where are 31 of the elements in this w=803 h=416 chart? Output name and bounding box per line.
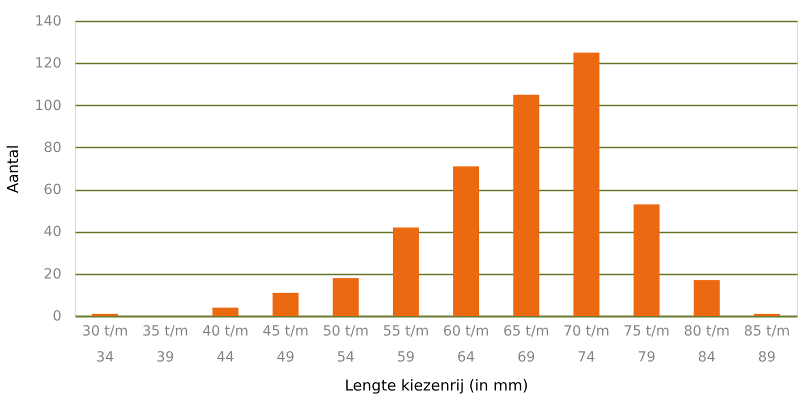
- x-tick-label: 60 t/m 64: [443, 324, 490, 366]
- x-axis-title: Lengte kiezenrij (in mm): [344, 376, 528, 394]
- x-tick-label: 45 t/m 49: [262, 324, 309, 366]
- x-tick-label: 55 t/m 59: [382, 324, 429, 366]
- bar: [212, 308, 238, 316]
- bar: [272, 292, 299, 316]
- y-tick-label: 20: [44, 266, 62, 282]
- y-tick-label: 80: [44, 140, 62, 156]
- x-tick-label: 85 t/m 89: [744, 324, 790, 366]
- y-tick-label: 0: [52, 308, 62, 324]
- y-tick-label: 100: [34, 98, 62, 114]
- x-tick-label: 80 t/m 84: [684, 324, 730, 366]
- x-tick-label: 50 t/m 54: [322, 324, 369, 366]
- x-tick-label: 75 t/m 79: [624, 324, 670, 366]
- bar: [513, 94, 540, 316]
- x-tick-label: 65 t/m 69: [503, 324, 550, 366]
- bar: [573, 52, 600, 316]
- y-tick-label: 40: [44, 224, 62, 240]
- x-tick-label: 70 t/m 74: [563, 324, 610, 366]
- y-tick-label: 140: [34, 14, 62, 30]
- bar: [453, 166, 480, 316]
- bar: [694, 280, 720, 316]
- bar: [332, 278, 359, 316]
- x-tick-label: 40 t/m 44: [202, 324, 248, 366]
- bar: [634, 204, 660, 316]
- x-tick-label: 35 t/m 39: [142, 324, 188, 366]
- y-axis-title: Aantal: [4, 144, 22, 194]
- bar: [392, 228, 419, 316]
- x-tick-label: 30 t/m 34: [82, 324, 128, 366]
- y-tick-label: 120: [34, 56, 62, 72]
- y-tick-label: 60: [44, 182, 62, 198]
